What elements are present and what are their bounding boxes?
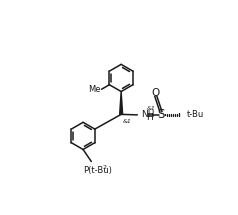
Text: S: S <box>157 108 164 121</box>
Text: &1: &1 <box>123 119 131 124</box>
Text: H: H <box>146 113 152 122</box>
Text: P(t-Bu): P(t-Bu) <box>83 166 112 175</box>
Polygon shape <box>120 92 123 114</box>
Text: Me: Me <box>88 85 100 94</box>
Text: &1: &1 <box>147 106 156 111</box>
Text: 2: 2 <box>103 165 107 170</box>
Text: O: O <box>152 88 160 98</box>
Text: t-Bu: t-Bu <box>187 110 204 119</box>
Text: NH: NH <box>141 110 154 119</box>
